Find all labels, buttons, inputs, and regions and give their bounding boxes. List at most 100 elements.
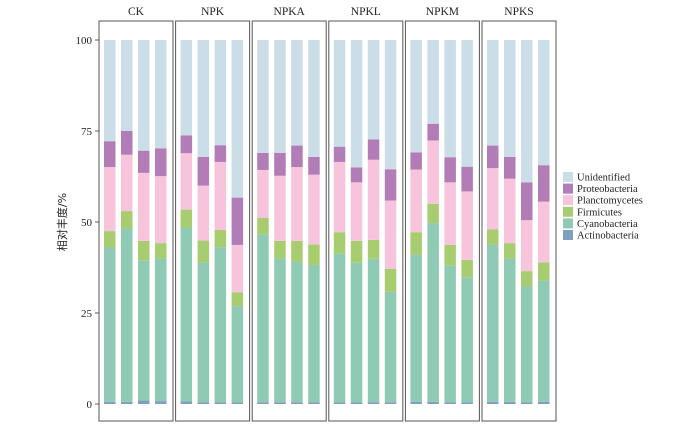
bar-segment-cyanobacteria xyxy=(504,258,516,402)
bar-segment-planctomycetes xyxy=(444,182,456,245)
bar-segment-unidentified xyxy=(367,40,380,140)
bar-segment-firmicutes xyxy=(350,240,363,263)
bar-segment-actinobacteria xyxy=(521,402,533,404)
bar-segment-actinobacteria xyxy=(138,400,150,404)
bar-segment-firmicutes xyxy=(274,240,286,259)
bar-segment-cyanobacteria xyxy=(104,247,116,402)
bar-segment-cyanobacteria xyxy=(461,277,473,403)
bar-segment-proteobacteria xyxy=(155,148,167,177)
y-axis: 0 25 50 75 100 xyxy=(76,35,99,411)
bar-segment-proteobacteria xyxy=(444,157,456,183)
bar-segment-proteobacteria xyxy=(197,156,210,186)
bar-segment-firmicutes xyxy=(487,229,499,245)
bar-segment-planctomycetes xyxy=(350,182,363,241)
legend-label: Firmicutes xyxy=(577,207,622,218)
bar-segment-proteobacteria xyxy=(384,169,397,201)
bar-segment-unidentified xyxy=(231,40,244,198)
bar-segment-cyanobacteria xyxy=(257,234,269,403)
bar-segment-planctomycetes xyxy=(138,172,150,241)
bar-segment-planctomycetes xyxy=(214,161,227,231)
bar-segment-actinobacteria xyxy=(197,402,210,404)
bar-segment-proteobacteria xyxy=(138,150,150,173)
bar-segment-planctomycetes xyxy=(521,220,533,272)
bar-segment-proteobacteria xyxy=(180,135,193,154)
bar-segment-cyanobacteria xyxy=(367,258,380,403)
bar-segment-planctomycetes xyxy=(155,176,167,244)
bar-segment-proteobacteria xyxy=(367,139,380,160)
legend-label: Actinobacteria xyxy=(577,231,639,242)
bar-segment-proteobacteria xyxy=(231,197,244,245)
bar-segment-planctomycetes xyxy=(308,174,320,245)
legend-label: Unidentified xyxy=(577,173,631,184)
bar-segment-unidentified xyxy=(104,40,116,142)
bar-segment-firmicutes xyxy=(367,239,380,259)
group-label: NPKM xyxy=(426,6,459,18)
bar-segment-cyanobacteria xyxy=(308,264,320,403)
bar-segment-actinobacteria xyxy=(274,402,286,404)
bar-segment-cyanobacteria xyxy=(410,254,422,402)
bar-segment-cyanobacteria xyxy=(487,244,499,402)
bar-segment-firmicutes xyxy=(291,240,303,263)
bar-segment-cyanobacteria xyxy=(138,260,150,401)
bar-segment-unidentified xyxy=(155,40,167,149)
bar-segment-proteobacteria xyxy=(410,152,422,170)
bar-segment-actinobacteria xyxy=(180,401,193,404)
bar-segment-planctomycetes xyxy=(487,168,499,230)
bar-segment-unidentified xyxy=(121,40,133,131)
bar-segment-cyanobacteria xyxy=(350,262,363,403)
bar-segment-firmicutes xyxy=(121,211,133,229)
bar-segment-proteobacteria xyxy=(538,165,550,202)
bar-segment-cyanobacteria xyxy=(155,258,167,402)
bar-segment-planctomycetes xyxy=(257,169,269,218)
y-tick-label: 50 xyxy=(81,217,93,229)
bar-segment-unidentified xyxy=(138,40,150,151)
bar-segment-actinobacteria xyxy=(538,401,550,404)
group-label: NPKL xyxy=(351,6,381,18)
bar-segment-unidentified xyxy=(333,40,346,147)
bar-segment-firmicutes xyxy=(214,230,227,248)
bar-segment-planctomycetes xyxy=(504,178,516,244)
bar-segment-unidentified xyxy=(308,40,320,157)
group-label: NPKS xyxy=(504,6,533,18)
bar-segment-proteobacteria xyxy=(308,156,320,175)
bar-segment-actinobacteria xyxy=(367,402,380,404)
legend-swatch xyxy=(563,172,573,182)
bar-segment-proteobacteria xyxy=(427,123,439,141)
legend-swatch xyxy=(563,218,573,229)
legend-label: Cyanobacteria xyxy=(577,219,638,230)
legend-swatch xyxy=(563,195,573,206)
bar-segment-planctomycetes xyxy=(384,200,397,269)
bar-segment-firmicutes xyxy=(504,243,516,259)
legend-swatch xyxy=(563,183,573,194)
group-panel-frame xyxy=(98,20,174,422)
bar-segment-actinobacteria xyxy=(214,402,227,404)
bar-segment-planctomycetes xyxy=(427,140,439,204)
bar-segment-unidentified xyxy=(538,40,550,166)
bar-segment-firmicutes xyxy=(444,244,456,266)
bar-segment-cyanobacteria xyxy=(121,228,133,402)
bar-segment-planctomycetes xyxy=(367,159,380,240)
bar-segment-cyanobacteria xyxy=(180,227,193,402)
bar-segment-actinobacteria xyxy=(257,402,269,404)
bar-segment-actinobacteria xyxy=(121,401,133,404)
bar-segment-firmicutes xyxy=(308,244,320,265)
bar-segment-cyanobacteria xyxy=(427,223,439,402)
bar-segment-planctomycetes xyxy=(333,161,346,233)
bar-segment-firmicutes xyxy=(155,243,167,259)
bar-segment-planctomycetes xyxy=(104,167,116,232)
bar-segment-cyanobacteria xyxy=(333,253,346,403)
bar-segment-unidentified xyxy=(384,40,397,170)
bar-segment-firmicutes xyxy=(427,203,439,224)
bar-segment-cyanobacteria xyxy=(384,291,397,403)
bar-segment-unidentified xyxy=(427,40,439,124)
bar-segment-unidentified xyxy=(274,40,286,153)
bar-segment-planctomycetes xyxy=(180,153,193,210)
bar-segment-proteobacteria xyxy=(104,141,116,168)
bar-segment-proteobacteria xyxy=(504,156,516,179)
group-label: NPK xyxy=(201,6,225,18)
bar-segment-actinobacteria xyxy=(384,402,397,404)
bar-segment-planctomycetes xyxy=(231,244,244,293)
group-panel-frame xyxy=(404,20,480,422)
bar-segment-unidentified xyxy=(521,40,533,183)
bar-segment-actinobacteria xyxy=(155,401,167,404)
